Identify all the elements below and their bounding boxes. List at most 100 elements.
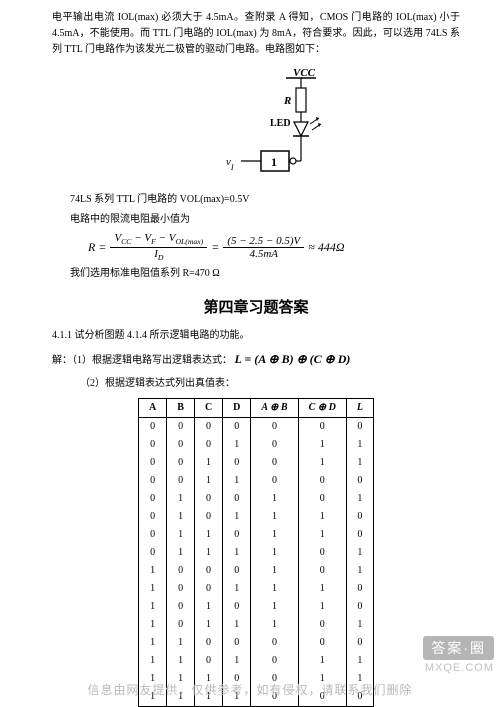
truth-cell: 1: [139, 616, 167, 634]
truth-cell: 1: [223, 508, 251, 526]
truth-cell: 0: [139, 417, 167, 436]
truth-cell: 0: [346, 508, 373, 526]
table-row: 0100101: [139, 490, 374, 508]
truth-cell: 0: [346, 417, 373, 436]
truth-cell: 1: [194, 598, 222, 616]
truth-cell: 0: [194, 580, 222, 598]
truth-cell: 0: [139, 472, 167, 490]
watermark-badge: 答案·圈: [423, 636, 494, 660]
truth-cell: 0: [139, 508, 167, 526]
formula-eq: =: [211, 238, 219, 257]
formula-num2: (5 − 2.5 − 0.5)V: [223, 235, 304, 248]
truth-cell: 1: [346, 616, 373, 634]
truth-cell: 0: [251, 436, 298, 454]
truth-cell: 1: [194, 526, 222, 544]
truth-cell: 0: [346, 526, 373, 544]
truth-cell: 1: [167, 652, 195, 670]
truth-cell: 0: [194, 634, 222, 652]
vcc-label: VCC: [293, 67, 316, 79]
truth-cell: 1: [251, 598, 298, 616]
truth-cell: 0: [194, 508, 222, 526]
truth-cell: 0: [298, 417, 346, 436]
truth-cell: 0: [223, 526, 251, 544]
truth-cell: 1: [167, 634, 195, 652]
truth-cell: 1: [251, 508, 298, 526]
resistance-formula: R = VCC − VF − VOL(max) ID = (5 − 2.5 − …: [88, 232, 460, 262]
truth-cell: 1: [251, 526, 298, 544]
formula-den2: 4.5mA: [246, 248, 282, 260]
truth-cell: 0: [167, 454, 195, 472]
truth-cell: 1: [139, 598, 167, 616]
table-row: 0011000: [139, 472, 374, 490]
table-row: 1000101: [139, 562, 374, 580]
truth-cell: 1: [167, 544, 195, 562]
truth-cell: 0: [298, 490, 346, 508]
table-row: 0101110: [139, 508, 374, 526]
truth-cell: 0: [298, 634, 346, 652]
truth-cell: 1: [139, 580, 167, 598]
truth-cell: 1: [346, 544, 373, 562]
truth-cell: 1: [346, 490, 373, 508]
truth-cell: 0: [346, 472, 373, 490]
post-formula-line: 我们选用标准电阻值系列 R=470 Ω: [70, 266, 460, 282]
truth-cell: 1: [346, 436, 373, 454]
truth-cell: 1: [194, 616, 222, 634]
truth-cell: 0: [223, 490, 251, 508]
truth-cell: 0: [167, 580, 195, 598]
truth-cell: 0: [223, 562, 251, 580]
truth-cell: 1: [167, 508, 195, 526]
table-row: 0001011: [139, 436, 374, 454]
truth-cell: 1: [139, 652, 167, 670]
truth-cell: 0: [298, 616, 346, 634]
formula-num1: VCC − VF − VOL(max): [110, 232, 207, 248]
truth-cell: 0: [194, 490, 222, 508]
watermark-block: 答案·圈 MXQE.COM: [423, 636, 494, 674]
truth-cell: 1: [298, 454, 346, 472]
truth-cell: 1: [167, 526, 195, 544]
truth-cell: 1: [139, 562, 167, 580]
truth-cell: 1: [346, 454, 373, 472]
logic-expression: L = (A ⊕ B) ⊕ (C ⊕ D): [235, 352, 351, 366]
truth-cell: 1: [223, 436, 251, 454]
formula-tail: ≈ 444Ω: [308, 238, 344, 257]
truth-cell: 0: [251, 472, 298, 490]
footer-disclaimer: 信息由网友提供，仅供参考，如有侵权，请联系我们删除: [0, 681, 500, 698]
truth-table-header: D: [223, 398, 251, 417]
truth-cell: 0: [139, 526, 167, 544]
table-row: 1010110: [139, 598, 374, 616]
truth-cell: 0: [167, 598, 195, 616]
truth-cell: 0: [139, 436, 167, 454]
truth-cell: 0: [194, 436, 222, 454]
truth-cell: 0: [167, 417, 195, 436]
gate-label: 1: [271, 155, 277, 169]
table-row: 0111101: [139, 544, 374, 562]
truth-cell: 1: [298, 508, 346, 526]
truth-cell: 0: [223, 634, 251, 652]
truth-cell: 1: [298, 526, 346, 544]
vi-label: vI: [226, 156, 234, 172]
truth-table-header: L: [346, 398, 373, 417]
truth-cell: 0: [223, 598, 251, 616]
truth-cell: 0: [167, 436, 195, 454]
truth-cell: 0: [346, 580, 373, 598]
truth-cell: 0: [194, 562, 222, 580]
truth-cell: 1: [298, 598, 346, 616]
answer-part1-label: 解：（1）根据逻辑电路写出逻辑表达式：: [52, 353, 232, 369]
table-row: 1101011: [139, 652, 374, 670]
truth-cell: 0: [298, 562, 346, 580]
truth-cell: 1: [346, 562, 373, 580]
truth-cell: 0: [167, 562, 195, 580]
truth-cell: 1: [167, 490, 195, 508]
table-row: 1011101: [139, 616, 374, 634]
table-row: 0110110: [139, 526, 374, 544]
truth-cell: 0: [346, 634, 373, 652]
led-label: LED: [270, 118, 291, 129]
truth-cell: 0: [139, 454, 167, 472]
truth-cell: 0: [194, 417, 222, 436]
truth-cell: 1: [251, 490, 298, 508]
truth-table-header: A ⊕ B: [251, 398, 298, 417]
answer-part2: （2）根据逻辑表达式列出真值表：: [80, 376, 460, 392]
truth-cell: 1: [223, 652, 251, 670]
truth-cell: 0: [346, 598, 373, 616]
truth-cell: 1: [139, 634, 167, 652]
